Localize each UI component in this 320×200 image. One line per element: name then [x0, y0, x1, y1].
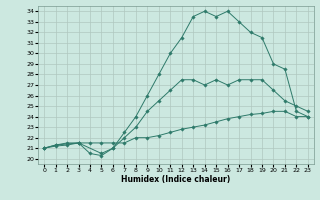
X-axis label: Humidex (Indice chaleur): Humidex (Indice chaleur)	[121, 175, 231, 184]
